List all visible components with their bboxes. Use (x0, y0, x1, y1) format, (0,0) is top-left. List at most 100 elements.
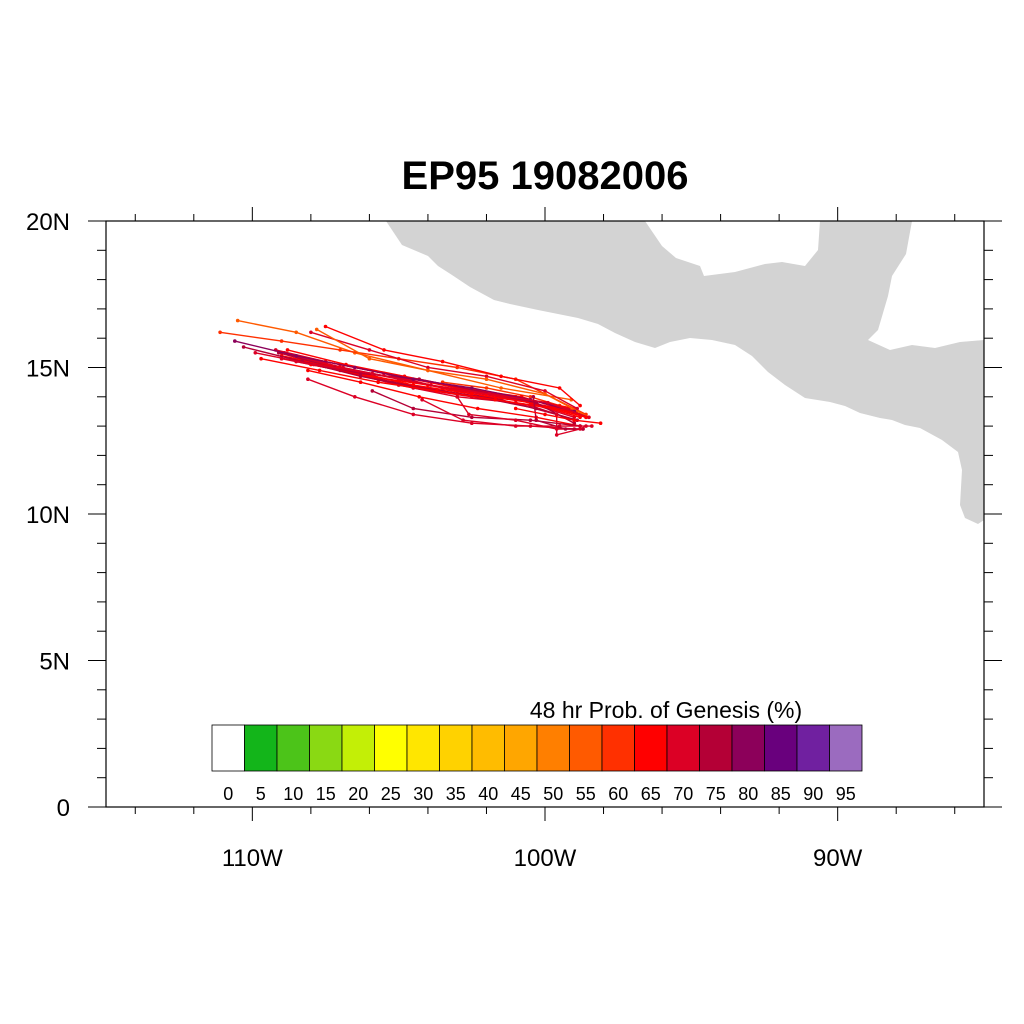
lat-label: 10N (26, 502, 70, 529)
colorbar (211, 724, 863, 772)
lat-label: 20N (26, 209, 70, 236)
lat-label: 15N (26, 356, 70, 383)
colorbar-title: 48 hr Prob. of Genesis (%) (530, 697, 802, 723)
colorbar-label: 60 (608, 784, 628, 804)
track-point (554, 433, 559, 437)
track-point (367, 348, 372, 352)
track-point (353, 395, 357, 399)
track-point (513, 424, 518, 428)
track-point (587, 415, 591, 420)
colorbar-label: 90 (803, 784, 823, 804)
storm-track (370, 389, 582, 428)
colorbar-box (829, 724, 863, 772)
track-point (590, 424, 594, 428)
track-point (235, 318, 240, 323)
track-point (513, 418, 518, 423)
lat-axis-labels: 0 5N 10N 15N 20N (26, 209, 70, 822)
track-point (554, 412, 559, 417)
track-point (513, 406, 518, 411)
track-point (411, 377, 416, 382)
colorbar-label: 10 (283, 784, 303, 804)
storm-track (259, 356, 588, 420)
storm-track (513, 406, 603, 426)
colorbar-box (471, 724, 505, 772)
colorbar-label: 75 (706, 784, 726, 804)
track-point (306, 368, 310, 373)
track-point (499, 386, 503, 390)
track-point (493, 397, 498, 402)
lat-label: 0 (57, 795, 70, 822)
track-line (556, 414, 587, 436)
track-point (370, 371, 375, 376)
track-point (323, 324, 328, 329)
track-point (557, 386, 562, 390)
colorbar-box (536, 724, 570, 772)
colorbar-label: 65 (641, 784, 661, 804)
colorbar-box (569, 724, 603, 772)
track-point (426, 368, 430, 373)
track-point (475, 406, 480, 411)
track-point (309, 330, 313, 335)
track-point (259, 356, 263, 361)
track-point (484, 374, 489, 379)
track-point (546, 400, 550, 405)
colorbar-box (764, 724, 798, 772)
track-point (376, 380, 381, 385)
colorbar-box (731, 724, 765, 772)
colorbar-label: 95 (836, 784, 856, 804)
track-point (411, 412, 416, 417)
track-point (470, 392, 474, 396)
track-point (306, 377, 310, 382)
storm-track (314, 327, 591, 420)
lon-axis-labels: 110W 100W 90W (222, 845, 863, 872)
colorbar-label: 70 (673, 784, 693, 804)
track-point (358, 380, 363, 385)
track-point (470, 415, 474, 420)
track-line (310, 331, 578, 410)
colorbar-box (341, 724, 375, 772)
colorbar-box (796, 724, 830, 772)
colorbar-label: 15 (316, 784, 336, 804)
track-point (382, 348, 386, 352)
colorbar-box (504, 724, 538, 772)
track-point (584, 415, 588, 420)
track-point (470, 386, 474, 390)
track-point (484, 386, 489, 390)
track-point (370, 389, 375, 393)
track-point (575, 406, 579, 411)
track-point (367, 356, 372, 361)
track-point (552, 406, 556, 411)
colorbar-box (211, 724, 245, 772)
track-point (470, 421, 474, 426)
colorbar-box (439, 724, 473, 772)
track-line (237, 319, 572, 401)
track-point (353, 365, 357, 370)
colorbar-label: 5 (256, 784, 266, 804)
track-point (461, 418, 465, 423)
colorbar-label: 30 (413, 784, 433, 804)
map-title: EP95 19082006 (402, 154, 689, 198)
colorbar-box (699, 724, 733, 772)
track-point (531, 395, 536, 399)
storm-track (323, 324, 582, 408)
colorbar-label: 55 (576, 784, 596, 804)
colorbar-box (601, 724, 635, 772)
track-point (484, 377, 489, 382)
track-line (515, 407, 601, 424)
track-point (317, 368, 322, 373)
track-point (528, 418, 533, 423)
track-point (467, 412, 471, 417)
land-mexico (386, 221, 984, 524)
track-point (528, 395, 533, 399)
track-point (543, 389, 547, 393)
colorbar-box (406, 724, 440, 772)
colorbar-label: 20 (348, 784, 368, 804)
track-point (338, 348, 342, 352)
colorbar-label: 35 (446, 784, 466, 804)
track-point (426, 365, 430, 370)
colorbar-label: 25 (381, 784, 401, 804)
colorbar-box (634, 724, 668, 772)
lon-label: 100W (514, 845, 577, 872)
track-point (455, 395, 460, 399)
track-point (358, 371, 363, 376)
